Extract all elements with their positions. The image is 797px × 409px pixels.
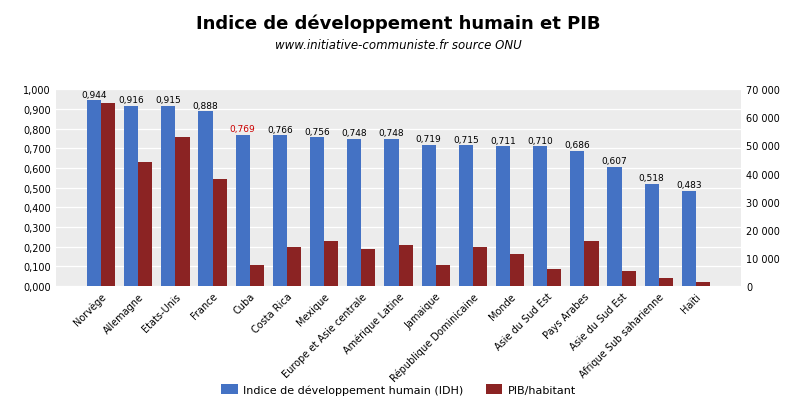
Bar	[347, 139, 361, 286]
Text: 0,711: 0,711	[490, 136, 516, 145]
Bar	[548, 270, 561, 286]
Bar	[236, 135, 249, 286]
Bar	[124, 106, 138, 286]
Bar	[533, 147, 548, 286]
Bar	[324, 241, 338, 286]
Bar	[361, 250, 375, 286]
Text: 0,719: 0,719	[416, 135, 442, 144]
Text: 0,915: 0,915	[155, 96, 181, 105]
Text: 0,748: 0,748	[379, 129, 404, 138]
Text: 0,888: 0,888	[193, 101, 218, 110]
Bar	[213, 180, 226, 286]
Bar	[398, 246, 413, 286]
Bar	[622, 271, 636, 286]
Bar	[138, 163, 152, 286]
Text: 0,766: 0,766	[267, 126, 292, 134]
Text: 0,607: 0,607	[602, 157, 627, 166]
Text: 0,715: 0,715	[453, 135, 479, 144]
Bar	[584, 241, 599, 286]
Text: 0,710: 0,710	[528, 136, 553, 145]
Text: 0,686: 0,686	[564, 141, 591, 150]
Text: 0,916: 0,916	[118, 96, 144, 105]
Bar	[161, 107, 175, 286]
Bar	[273, 136, 287, 286]
Bar	[607, 167, 622, 286]
Bar	[681, 191, 696, 286]
Bar	[645, 184, 659, 286]
Bar	[384, 139, 398, 286]
Text: 0,944: 0,944	[81, 90, 107, 99]
Bar	[510, 254, 524, 286]
Text: 0,748: 0,748	[341, 129, 367, 138]
Bar	[473, 247, 487, 286]
Bar	[459, 146, 473, 286]
Text: Indice de développement humain et PIB: Indice de développement humain et PIB	[196, 14, 601, 33]
Bar	[287, 247, 301, 286]
Bar	[659, 278, 673, 286]
Text: www.initiative-communiste.fr source ONU: www.initiative-communiste.fr source ONU	[275, 39, 522, 52]
Bar	[87, 101, 101, 286]
Bar	[696, 282, 710, 286]
Bar	[422, 145, 436, 286]
Text: 0,483: 0,483	[676, 181, 701, 190]
Text: 0,756: 0,756	[304, 127, 330, 136]
Text: 0,518: 0,518	[639, 174, 665, 183]
Bar	[101, 104, 116, 286]
Text: 0,769: 0,769	[230, 125, 256, 134]
Bar	[436, 265, 450, 286]
Bar	[310, 138, 324, 286]
Bar	[496, 147, 510, 286]
Bar	[198, 112, 213, 286]
Bar	[571, 152, 584, 286]
Bar	[249, 265, 264, 286]
Legend: Indice de développement humain (IDH), PIB/habitant: Indice de développement humain (IDH), PI…	[217, 380, 580, 399]
Bar	[175, 138, 190, 286]
